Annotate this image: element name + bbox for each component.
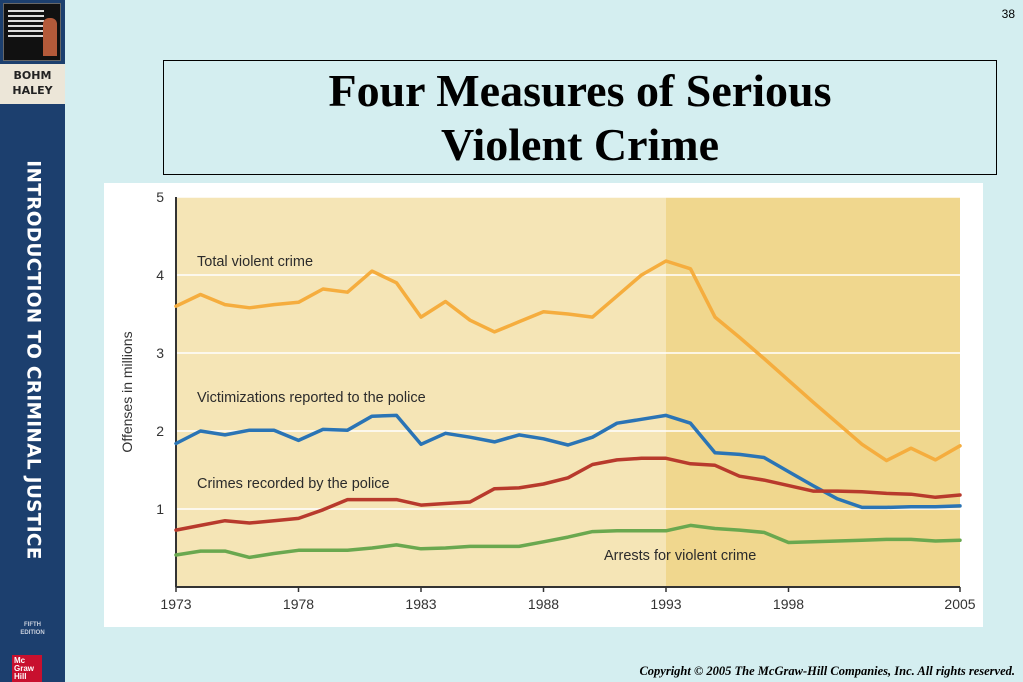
edition-line-2: EDITION bbox=[20, 630, 45, 636]
shaded-period bbox=[666, 197, 960, 587]
y-tick-label: 2 bbox=[156, 423, 164, 439]
y-axis-label: Offenses in millions bbox=[119, 331, 135, 452]
y-tick-label: 5 bbox=[156, 189, 164, 205]
y-tick-label: 3 bbox=[156, 345, 164, 361]
x-tick-label: 1983 bbox=[405, 596, 436, 612]
x-tick-label: 1988 bbox=[528, 596, 559, 612]
y-tick-label: 1 bbox=[156, 501, 164, 517]
chart-panel: 1 2 3 4 5 1973 1978 1983 1988 1993 1998 2005 Offense… bbox=[104, 183, 983, 627]
x-tick-label: 1993 bbox=[650, 596, 681, 612]
x-tick-label: 2005 bbox=[944, 596, 975, 612]
author-haley: HALEY bbox=[12, 84, 53, 97]
author-bohm: BOHM bbox=[13, 69, 52, 82]
series-label-1: Total violent crime bbox=[197, 254, 313, 270]
x-tick-label: 1978 bbox=[283, 596, 314, 612]
mcgraw-hill-logo: Mc Graw Hill bbox=[12, 655, 42, 682]
x-tick-label: 1998 bbox=[773, 596, 804, 612]
copyright-notice: Copyright © 2005 The McGraw-Hill Compani… bbox=[639, 664, 1015, 678]
series-label-2: Victimizations reported to the police bbox=[197, 390, 426, 406]
series-label-4: Arrests for violent crime bbox=[604, 548, 756, 564]
book-sidebar: BOHM HALEY INTRODUCTION TO CRIMINAL JUST… bbox=[0, 0, 65, 682]
slide-title: Four Measures of Serious Violent Crime bbox=[328, 64, 832, 170]
book-title: INTRODUCTION TO CRIMINAL JUSTICE bbox=[22, 160, 44, 560]
edition-line-1: FIFTH bbox=[24, 622, 41, 628]
page-number: 38 bbox=[1001, 7, 1015, 21]
x-tick-label: 1973 bbox=[160, 596, 191, 612]
title-box: Four Measures of Serious Violent Crime bbox=[163, 60, 997, 175]
series-line-4 bbox=[174, 523, 962, 560]
edition-label: FIFTH EDITION bbox=[0, 621, 65, 637]
book-authors: BOHM HALEY bbox=[0, 64, 65, 104]
series-line-3 bbox=[174, 456, 962, 532]
line-chart: 1 2 3 4 5 1973 1978 1983 1988 1993 1998 2005 Offense… bbox=[119, 189, 976, 612]
series-line-1 bbox=[174, 259, 962, 463]
book-cover-image bbox=[3, 3, 61, 61]
series-label-3: Crimes recorded by the police bbox=[197, 476, 390, 492]
y-tick-label: 4 bbox=[156, 267, 164, 283]
series-line-2 bbox=[174, 413, 962, 510]
